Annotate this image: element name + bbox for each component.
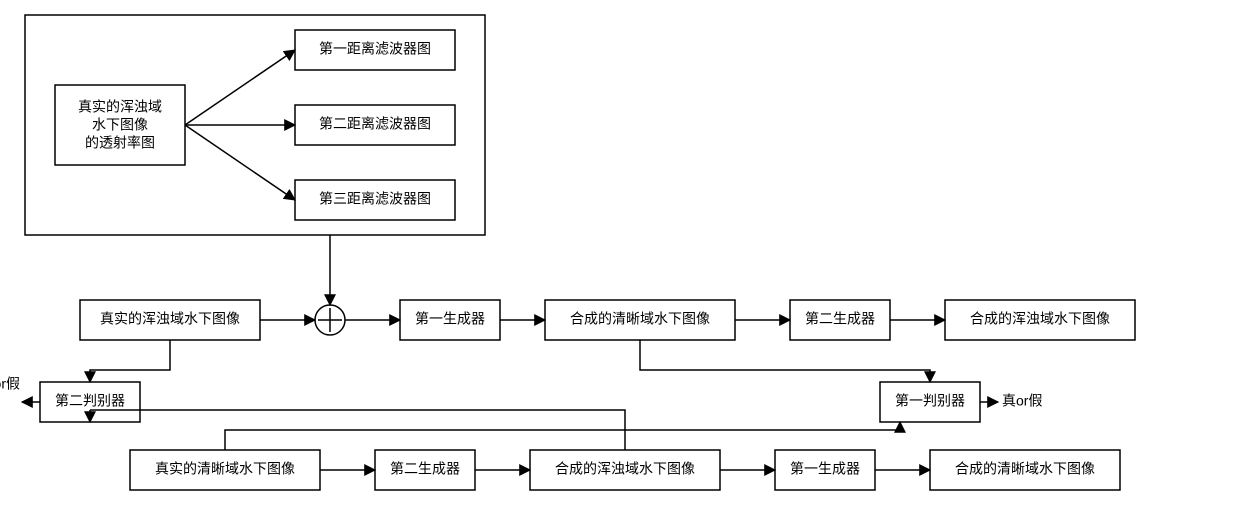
node-syn-turbid-a: 合成的浑浊域水下图像: [945, 300, 1135, 340]
flowchart-diagram: 真实的浑浊域 水下图像 的透射率图 第一距离滤波器图 第二距离滤波器图 第三距离…: [0, 0, 1240, 519]
node-label: 第三距离滤波器图: [319, 191, 431, 207]
node-label: 第二生成器: [805, 311, 875, 327]
node-label: 真实的清晰域水下图像: [155, 461, 295, 477]
node-generator-1-a: 第一生成器: [400, 300, 500, 340]
node-generator-2-b: 第二生成器: [375, 450, 475, 490]
node-label: 合成的浑浊域水下图像: [970, 311, 1110, 327]
edge-trans-to-f1: [185, 50, 295, 125]
node-real-clear: 真实的清晰域水下图像: [130, 450, 320, 490]
node-transmittance-map: 真实的浑浊域 水下图像 的透射率图: [55, 85, 185, 165]
edge-realturbid-to-disc2: [90, 340, 170, 382]
node-syn-turbid-b: 合成的浑浊域水下图像: [530, 450, 720, 490]
label-true-or-false-left: 真or假: [0, 376, 20, 392]
node-label: 第一生成器: [790, 461, 860, 477]
edge-realclear-to-disc1: [225, 422, 900, 450]
label-true-or-false-right: 真or假: [1002, 393, 1042, 409]
node-label: 第一距离滤波器图: [319, 41, 431, 57]
node-syn-clear-b: 合成的清晰域水下图像: [930, 450, 1120, 490]
node-label: 第二生成器: [390, 461, 460, 477]
edge-trans-to-f3: [185, 125, 295, 200]
node-label: 第二判别器: [55, 393, 125, 409]
node-filter-2: 第二距离滤波器图: [295, 105, 455, 145]
node-generator-1-b: 第一生成器: [775, 450, 875, 490]
node-discriminator-1: 第一判别器: [880, 382, 980, 422]
node-label: 水下图像: [92, 117, 148, 133]
node-label: 第二距离滤波器图: [319, 116, 431, 132]
node-syn-clear-a: 合成的清晰域水下图像: [545, 300, 735, 340]
node-generator-2-a: 第二生成器: [790, 300, 890, 340]
node-label: 合成的清晰域水下图像: [570, 311, 710, 327]
sum-node-icon: [315, 305, 345, 335]
node-label: 真实的浑浊域水下图像: [100, 311, 240, 327]
node-label: 合成的浑浊域水下图像: [555, 461, 695, 477]
node-label: 第一生成器: [415, 311, 485, 327]
node-label: 合成的清晰域水下图像: [955, 461, 1095, 477]
node-label: 真实的浑浊域: [78, 99, 162, 115]
node-real-turbid: 真实的浑浊域水下图像: [80, 300, 260, 340]
edge-syncleara-to-disc1: [640, 340, 930, 382]
node-filter-1: 第一距离滤波器图: [295, 30, 455, 70]
node-filter-3: 第三距离滤波器图: [295, 180, 455, 220]
node-label: 的透射率图: [85, 135, 155, 151]
node-label: 第一判别器: [895, 393, 965, 409]
